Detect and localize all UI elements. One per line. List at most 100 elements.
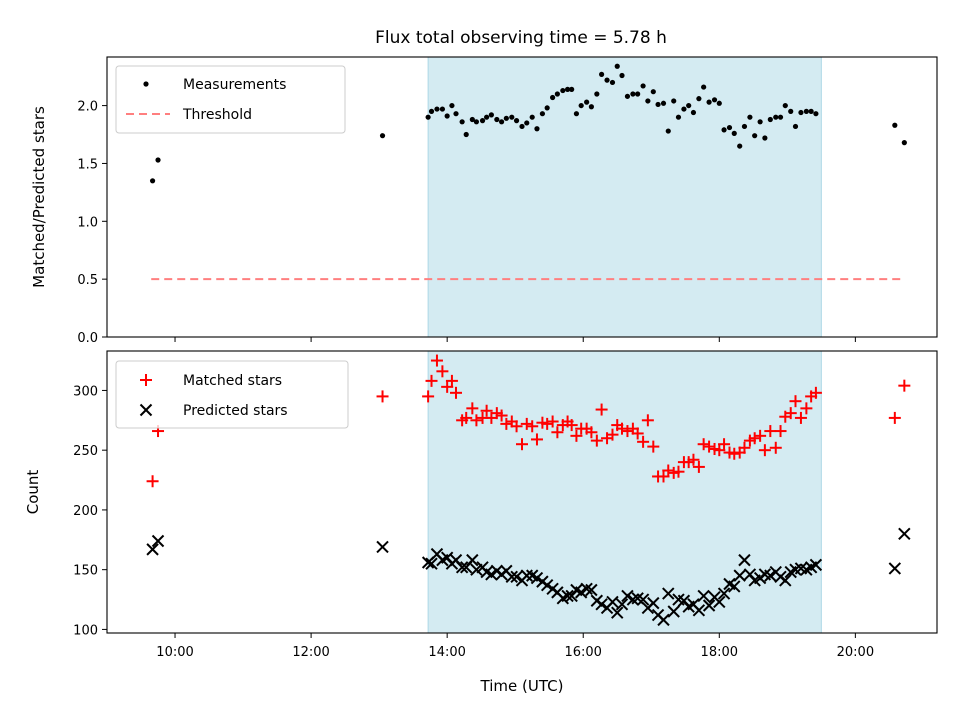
measurement-point — [519, 123, 525, 130]
predicted-star-marker — [151, 534, 165, 548]
measurement-point — [584, 99, 590, 105]
predicted-star-marker — [485, 568, 498, 581]
matched-star-marker — [551, 426, 564, 439]
y-tick-label: 2.0 — [77, 100, 98, 115]
matched-star-marker — [570, 429, 583, 442]
count-axis-ticks: 100 150 200 250 300 10:00 12:00 14:00 16:00 18:00… — [73, 384, 874, 660]
measurement-point — [614, 63, 620, 69]
matched-star-marker — [621, 425, 634, 438]
measurement-point — [773, 114, 779, 120]
predicted-star-marker — [713, 595, 726, 609]
matched-star-marker — [809, 386, 822, 399]
measurement-point — [449, 102, 455, 109]
legend-measurements-label: Measurements — [183, 77, 286, 93]
matched-star-marker — [692, 460, 705, 473]
measurement-point — [604, 77, 610, 83]
measurement-point — [777, 114, 784, 120]
predicted-star-marker — [615, 598, 629, 611]
measurement-point — [544, 105, 550, 111]
measurement-point — [550, 94, 556, 101]
count-panel: 100 150 200 250 300 10:00 12:00 14:00 16:00 18:00… — [24, 350, 938, 695]
matched-star-marker — [565, 419, 578, 432]
measurement-point — [686, 102, 692, 109]
legend-cross-glyph — [139, 403, 153, 417]
measurement-point — [782, 102, 788, 109]
predicted-star-marker — [466, 553, 479, 567]
measurement-point — [453, 111, 459, 117]
measurement-point — [573, 111, 580, 117]
y-tick-label: 0.5 — [77, 273, 98, 288]
predicted-star-marker — [611, 606, 624, 619]
matched-star-marker — [764, 425, 777, 438]
measurement-point — [434, 106, 440, 112]
measurement-point — [494, 116, 500, 123]
predicted-star-marker — [662, 587, 675, 600]
measurement-point — [509, 114, 515, 120]
matched-star-marker — [784, 407, 797, 420]
measurement-point — [701, 84, 707, 90]
observing-window-shade — [427, 56, 822, 338]
ratio-plot-frame — [106, 56, 938, 338]
measurement-point — [569, 86, 575, 92]
predicted-star-marker — [667, 605, 680, 618]
measurement-point — [655, 101, 661, 108]
predicted-star-marker — [146, 543, 159, 556]
measurement-point — [690, 109, 697, 116]
y-tick-label: 250 — [73, 444, 98, 459]
matched-star-marker — [662, 464, 675, 477]
matched-star-marker — [376, 390, 389, 403]
matched-star-marker — [470, 414, 483, 427]
chart-title: Flux total observing time = 5.78 h — [375, 28, 667, 48]
measurement-point — [498, 119, 505, 125]
predicted-star-marker — [898, 527, 911, 541]
count-legend: Matched stars Predicted stars — [115, 360, 349, 429]
measurement-point — [439, 106, 446, 112]
predicted-star-marker — [585, 583, 598, 597]
measurement-point — [459, 119, 465, 125]
measurement-point — [813, 111, 819, 117]
predicted-star-marker — [657, 613, 670, 627]
legend-plus-glyph — [140, 374, 152, 386]
ratio-y-axis-label: Matched/Predicted stars — [30, 106, 48, 288]
measurement-point — [892, 122, 898, 128]
matched-star-marker — [445, 374, 458, 387]
matched-star-marker — [789, 395, 802, 408]
measurement-point — [681, 106, 687, 112]
matched-star-marker — [703, 440, 716, 453]
matched-star-marker — [510, 420, 523, 433]
measurement-point — [564, 86, 571, 92]
measurement-point — [767, 116, 773, 123]
matched-star-marker — [794, 411, 807, 424]
predicted-star-marker — [540, 578, 554, 592]
predicted-star-marker — [888, 562, 902, 575]
measurement-point — [513, 118, 520, 124]
measurement-point — [803, 108, 809, 114]
count-marks — [146, 354, 911, 627]
measurement-point — [747, 114, 753, 120]
matched-star-marker — [758, 444, 771, 457]
measurement-point — [665, 128, 671, 134]
legend-measurements-marker — [143, 81, 149, 87]
matched-star-marker — [585, 426, 598, 439]
matched-star-marker — [516, 438, 528, 451]
measurement-point — [635, 91, 641, 97]
measurement-point — [630, 91, 636, 97]
measurement-point — [901, 140, 907, 146]
matched-star-marker — [495, 409, 508, 422]
matched-star-marker — [466, 402, 479, 415]
legend-predicted-label: Predicted stars — [183, 403, 288, 419]
matched-star-marker — [520, 417, 533, 430]
legend-matched-label: Matched stars — [183, 373, 282, 389]
count-y-axis-label: Count — [24, 470, 42, 515]
matched-star-marker — [672, 465, 685, 478]
measurement-point — [379, 133, 386, 139]
y-tick-label: 1.5 — [77, 157, 98, 172]
matched-star-marker — [754, 429, 767, 442]
measurement-point — [473, 119, 480, 125]
y-tick-label: 100 — [73, 623, 98, 638]
predicted-star-marker — [692, 604, 706, 617]
matched-star-marker — [450, 386, 463, 399]
matched-star-marker — [430, 354, 443, 367]
measurement-point — [488, 112, 494, 118]
